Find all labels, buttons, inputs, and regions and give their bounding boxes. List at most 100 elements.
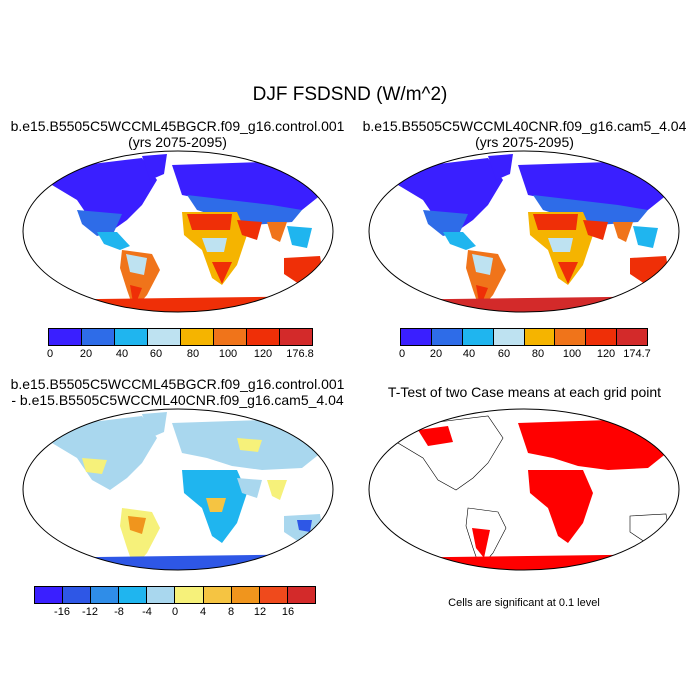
colorbar-2-label: 100: [562, 348, 582, 360]
colorbar-1-swatch: [148, 329, 181, 345]
map-4-boundary: [368, 408, 680, 571]
colorbar-1-swatch: [115, 329, 148, 345]
colorbar-3-label: -8: [114, 606, 124, 618]
map-1-boundary: [22, 150, 334, 313]
colorbar-2: [400, 328, 648, 346]
panel-2-title: b.e15.B5505C5WCCML40CNR.f09_g16.cam5_4.0…: [347, 118, 700, 150]
map-3-north-america: [42, 416, 157, 490]
colorbar-1-label: 40: [115, 348, 129, 360]
colorbar-2-label: 80: [531, 348, 545, 360]
colorbar-2-swatch: [462, 329, 494, 345]
map-2-arabia: [583, 220, 608, 240]
colorbar-3-swatch: [91, 587, 120, 603]
map-4-sig-africa: [528, 470, 593, 543]
map-panel-2: [368, 150, 680, 313]
colorbar-1-swatch: [214, 329, 247, 345]
colorbar-2-label: 174.7: [623, 348, 651, 360]
colorbar-2-labels: 0 20 40 60 80 100 120 174.7: [398, 348, 651, 362]
map-3-greenland: [142, 412, 167, 438]
map-3-boundary: [22, 408, 334, 571]
map-4-sig-sa: [472, 528, 490, 558]
map-3-sa-patch: [128, 516, 146, 534]
colorbar-3-swatch: [147, 587, 176, 603]
colorbar-1-label: 80: [186, 348, 200, 360]
map-3-africa-patch: [206, 498, 226, 512]
map-2-amazon: [472, 254, 493, 275]
colorbar-2-label: 0: [398, 348, 406, 360]
map-3-india: [267, 480, 287, 500]
panel-4-title: T-Test of two Case means at each grid po…: [347, 384, 700, 400]
map-panel-3: [22, 408, 334, 571]
map-2-boundary: [368, 150, 680, 313]
colorbar-3-swatch: [203, 587, 232, 603]
colorbar-2-swatch: [555, 329, 587, 345]
panel-3-title-line1: b.e15.B5505C5WCCML45BGCR.f09_g16.control…: [10, 376, 345, 392]
map-3-na-patch: [82, 458, 107, 474]
colorbar-3-label: -12: [82, 606, 98, 618]
colorbar-2-label: 120: [596, 348, 616, 360]
figure-title: DJF FSDSND (W/m^2): [252, 84, 448, 105]
map-2-na-south: [423, 210, 468, 236]
colorbar-1-labels: 0 20 40 60 80 100 120 176.8: [46, 348, 314, 362]
map-2-greenland: [488, 154, 513, 180]
colorbar-3-swatch: [175, 587, 204, 603]
colorbar-3-label: 12: [253, 606, 267, 618]
colorbar-2-swatch: [617, 329, 647, 345]
map-2-se-asia: [633, 226, 658, 248]
map-1-fill: [23, 154, 333, 312]
map-1-na-south: [77, 210, 122, 236]
colorbar-3-label: 8: [227, 606, 235, 618]
map-2-central-america: [443, 232, 476, 250]
panel-2-title-line1: b.e15.B5505C5WCCML40CNR.f09_g16.cam5_4.0…: [362, 118, 687, 134]
colorbar-1-label: 0: [46, 348, 54, 360]
colorbar-3-swatch: [287, 587, 315, 603]
map-1-se-asia: [287, 226, 312, 248]
map-1-sahara: [187, 214, 232, 230]
colorbar-2-swatch: [401, 329, 432, 345]
colorbar-3: [34, 586, 316, 604]
colorbar-2-swatch: [586, 329, 618, 345]
map-1-india: [267, 222, 287, 242]
map-3-eurasia-patch: [237, 438, 262, 452]
panel-3-title-line2: - b.e15.B5505C5WCCML40CNR.f09_g16.cam5_4…: [11, 392, 344, 408]
colorbar-3-swatch: [119, 587, 148, 603]
map-1-arabia: [237, 220, 262, 240]
map-4-sig-antarctica: [369, 554, 679, 570]
map-2-south-africa: [558, 262, 578, 284]
colorbar-3-label: -4: [142, 606, 152, 618]
panel-2-title-line2: (yrs 2075-2095): [475, 134, 574, 150]
map-4-sig-na: [418, 426, 453, 446]
colorbar-2-swatch: [431, 329, 463, 345]
colorbar-1-label: 120: [253, 348, 273, 360]
map-4-north-america-outline: [387, 415, 504, 491]
map-1-north-america: [42, 158, 157, 232]
panel-1-title-line2: (yrs 2075-2095): [128, 134, 227, 150]
colorbar-2-label: 40: [462, 348, 476, 360]
map-panel-1: [22, 150, 334, 313]
colorbar-1-swatch: [247, 329, 280, 345]
panel-4-title-line1: T-Test of two Case means at each grid po…: [387, 384, 662, 400]
map-1-amazon: [126, 254, 147, 275]
panel-3-title: b.e15.B5505C5WCCML45BGCR.f09_g16.control…: [0, 376, 355, 408]
colorbar-1: [48, 328, 313, 346]
map-3-australia-patch: [297, 520, 312, 532]
colorbar-1-label: 60: [149, 348, 163, 360]
colorbar-1-swatch: [82, 329, 115, 345]
colorbar-1-label: 100: [218, 348, 238, 360]
map-3-arabia: [237, 478, 262, 498]
map-1-eurasia-south: [187, 195, 302, 225]
panel-1-title: b.e15.B5505C5WCCML45BGCR.f09_g16.control…: [0, 118, 355, 150]
colorbar-2-swatch: [524, 329, 556, 345]
colorbar-1-swatch: [181, 329, 214, 345]
panel-1-title-line1: b.e15.B5505C5WCCML45BGCR.f09_g16.control…: [10, 118, 345, 134]
colorbar-3-swatch: [231, 587, 260, 603]
map-2-antarctica: [369, 296, 679, 312]
map-2-india: [613, 222, 633, 242]
map-2-eurasia-south: [533, 195, 648, 225]
significance-footnote: Cells are significant at 0.1 level: [448, 597, 600, 609]
map-2-sahara: [533, 214, 578, 230]
colorbar-3-swatch: [259, 587, 288, 603]
colorbar-1-swatch: [49, 329, 82, 345]
map-1-congo: [202, 238, 227, 252]
colorbar-3-label: 4: [199, 606, 207, 618]
